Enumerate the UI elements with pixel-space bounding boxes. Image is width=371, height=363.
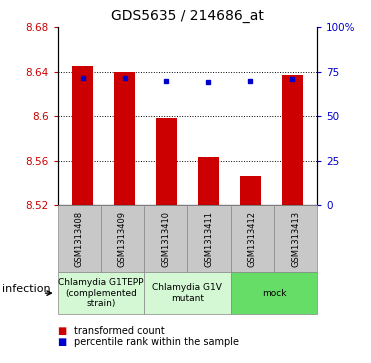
Text: ■: ■ [58,326,67,336]
Bar [114,72,135,205]
Text: infection: infection [2,284,50,294]
Text: Chlamydia G1V
mutant: Chlamydia G1V mutant [152,284,222,303]
Bar [240,176,261,205]
Bar [198,157,219,205]
Bar [156,118,177,205]
Text: percentile rank within the sample: percentile rank within the sample [74,337,239,347]
Text: ■: ■ [58,337,67,347]
Text: GSM1313410: GSM1313410 [161,211,170,267]
Bar [72,66,93,205]
Title: GDS5635 / 214686_at: GDS5635 / 214686_at [111,9,264,24]
Text: GSM1313409: GSM1313409 [118,211,127,267]
Text: GSM1313408: GSM1313408 [75,211,83,267]
Text: GSM1313413: GSM1313413 [291,211,300,267]
Text: GSM1313412: GSM1313412 [248,211,257,267]
Text: transformed count: transformed count [74,326,165,336]
Bar [282,75,302,205]
Text: Chlamydia G1TEPP
(complemented
strain): Chlamydia G1TEPP (complemented strain) [58,278,144,308]
Text: GSM1313411: GSM1313411 [204,211,213,267]
Text: mock: mock [262,289,286,298]
